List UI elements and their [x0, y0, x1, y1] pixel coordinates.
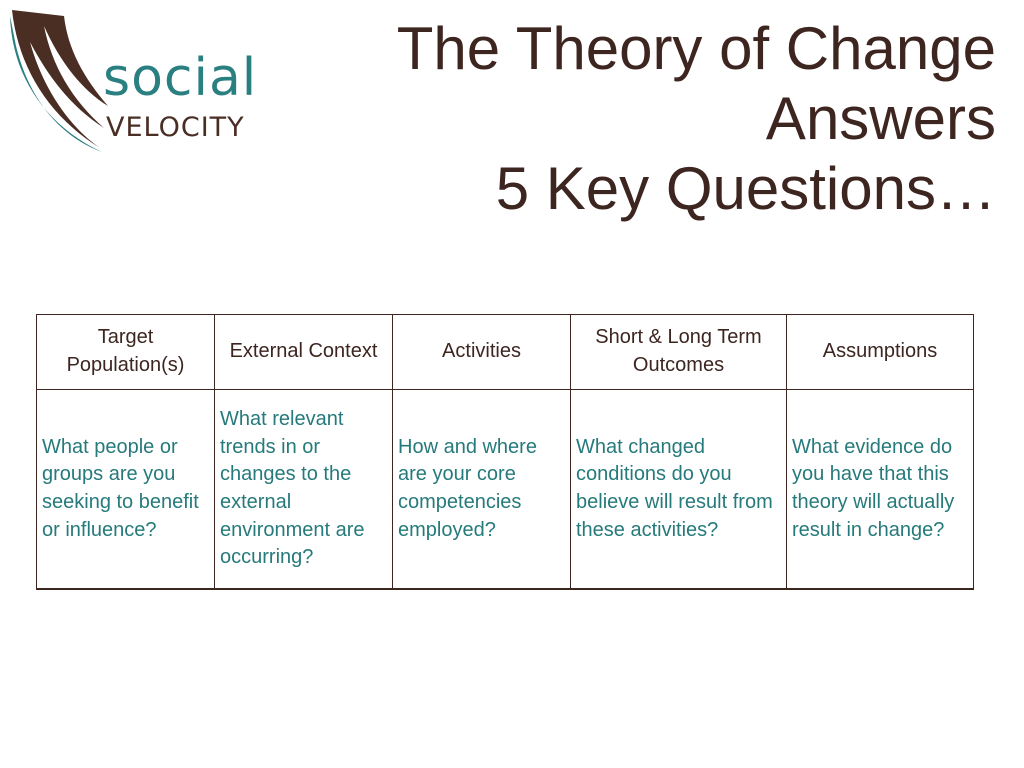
slide-title: The Theory of Change Answers 5 Key Quest… — [356, 14, 996, 225]
table-header-row: Target Population(s) External Context Ac… — [36, 314, 974, 390]
swoosh-logo-icon — [10, 10, 108, 152]
logo-wordmark-velocity: VELOCITY — [106, 112, 245, 143]
logo-wordmark-social: social — [103, 48, 258, 108]
cell-target-population: What people or groups are you seeking to… — [36, 389, 215, 590]
social-velocity-logo: social VELOCITY — [8, 6, 278, 156]
header-outcomes: Short & Long Term Outcomes — [570, 314, 787, 390]
title-line-1: The Theory of Change — [396, 15, 996, 82]
title-line-2: Answers — [765, 85, 996, 153]
header-activities: Activities — [392, 314, 571, 390]
header-assumptions: Assumptions — [786, 314, 974, 390]
header-external-context: External Context — [214, 314, 393, 390]
theory-of-change-table: Target Population(s) External Context Ac… — [36, 314, 974, 590]
cell-outcomes: What changed conditions do you believe w… — [570, 389, 787, 590]
cell-assumptions: What evidence do you have that this theo… — [786, 389, 974, 590]
table-row: What people or groups are you seeking to… — [36, 389, 974, 590]
header-target-population: Target Population(s) — [36, 314, 215, 390]
cell-external-context: What relevant trends in or changes to th… — [214, 389, 393, 590]
cell-activities: How and where are your core competencies… — [392, 389, 571, 590]
title-line-3: 5 Key Questions… — [495, 155, 996, 223]
